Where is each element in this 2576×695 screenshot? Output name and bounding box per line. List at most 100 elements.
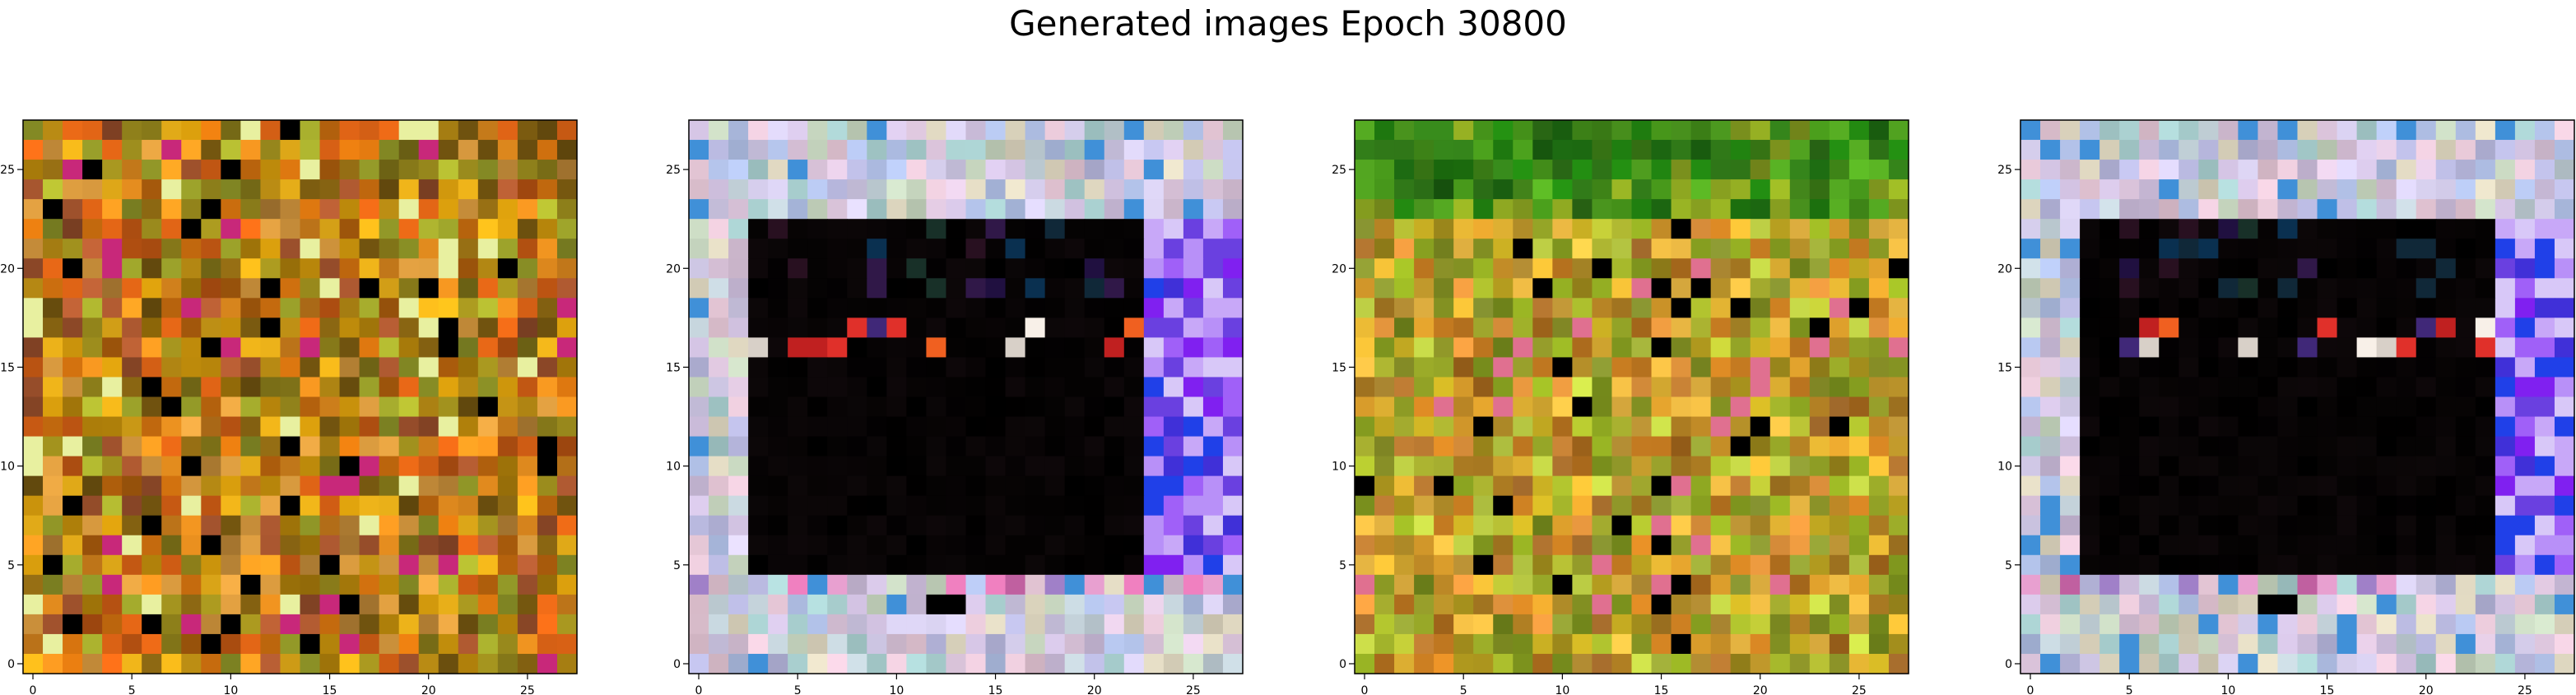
pixel-cell [1064, 495, 1086, 517]
pixel-cell [689, 456, 709, 477]
pixel-cell [418, 160, 439, 180]
pixel-cell [1104, 495, 1125, 517]
pixel-cell [748, 436, 769, 457]
pixel-cell [2376, 554, 2397, 576]
pixel-cell [1473, 199, 1494, 220]
pixel-cell [946, 298, 967, 318]
pixel-cell [63, 396, 83, 418]
pixel-cell [2020, 495, 2041, 517]
pixel-cell [319, 179, 341, 200]
pixel-cell [2060, 633, 2081, 655]
pixel-cell [886, 120, 907, 141]
pixel-cell [1064, 653, 1086, 674]
pixel-cell [2455, 594, 2476, 615]
pixel-cell [142, 614, 162, 635]
pixel-cell [1143, 475, 1165, 497]
pixel-cell [1084, 535, 1105, 556]
pixel-cell [2198, 614, 2219, 635]
pixel-cell [497, 653, 518, 674]
pixel-cell [359, 179, 380, 200]
pixel-cell [2060, 554, 2081, 576]
pixel-cell [517, 179, 538, 200]
pixel-cell [161, 377, 182, 398]
pixel-cell [1064, 278, 1086, 299]
pixel-cell [1202, 337, 1224, 359]
pixel-cell [2238, 594, 2259, 615]
pixel-cell [418, 416, 439, 438]
pixel-cell [1789, 535, 1811, 556]
pixel-cell [1064, 357, 1086, 378]
pixel-cell [280, 317, 301, 338]
pixel-cell [142, 219, 162, 239]
pixel-cell [2475, 456, 2496, 477]
pixel-cell [807, 219, 828, 239]
pixel-cell [1868, 396, 1890, 418]
pixel-cell [2514, 160, 2536, 180]
pixel-cell [867, 554, 887, 576]
pixel-cell [23, 456, 44, 477]
pixel-cell [2159, 179, 2179, 200]
pixel-cell [847, 495, 867, 517]
pixel-cell [2099, 140, 2120, 160]
pixel-cell [1789, 278, 1811, 299]
pixel-cell [63, 633, 83, 655]
pixel-cell [556, 535, 578, 556]
pixel-cell [300, 258, 321, 279]
pixel-cell [221, 317, 241, 338]
pixel-cell [1651, 456, 1672, 477]
pixel-cell [1453, 574, 1474, 595]
pixel-cell [1123, 416, 1145, 438]
pixel-cell [260, 179, 281, 200]
pixel-cell [458, 535, 479, 556]
pixel-cell [2455, 653, 2476, 674]
pixel-cell [1671, 475, 1692, 497]
pixel-cell [300, 653, 321, 674]
pixel-cell [1592, 456, 1613, 477]
pixel-cell [1453, 475, 1474, 497]
pixel-cell [102, 179, 123, 200]
x-tick-label: 15 [2320, 684, 2335, 695]
pixel-cell [1355, 594, 1375, 615]
pixel-cell [2455, 357, 2476, 378]
pixel-cell [1044, 653, 1066, 674]
pixel-cell [2435, 475, 2457, 497]
pixel-cell [23, 614, 44, 635]
pixel-cell [1453, 554, 1474, 576]
pixel-cell [2060, 298, 2081, 318]
pixel-cell [359, 160, 380, 180]
pixel-cell [1453, 436, 1474, 457]
pixel-cell [2080, 554, 2100, 576]
pixel-cell [556, 396, 578, 418]
pixel-cell [1552, 475, 1573, 497]
pixel-cell [1809, 140, 1830, 160]
pixel-cell [2475, 140, 2496, 160]
pixel-cell [2554, 278, 2575, 299]
pixel-cell [1868, 239, 1890, 259]
pixel-cell [2119, 298, 2140, 318]
pixel-cell [300, 298, 321, 318]
pixel-cell [23, 337, 44, 359]
pixel-cell [847, 140, 867, 160]
pixel-cell [359, 475, 380, 497]
pixel-cell [1513, 475, 1533, 497]
pixel-cell [1394, 219, 1415, 239]
pixel-cell [1473, 416, 1494, 438]
pixel-cell [689, 475, 709, 497]
pixel-cell [1473, 317, 1494, 338]
pixel-cell [82, 219, 103, 239]
pixel-cell [1848, 594, 1870, 615]
pixel-cell [1572, 554, 1593, 576]
pixel-cell [946, 278, 967, 299]
pixel-cell [1084, 515, 1105, 536]
pixel-cell [2297, 357, 2318, 378]
pixel-cell [1222, 239, 1244, 259]
pixel-cell [300, 219, 321, 239]
pixel-cell [280, 140, 301, 160]
pixel-cell [1084, 199, 1105, 220]
pixel-cell [847, 416, 867, 438]
pixel-cell [1651, 495, 1672, 517]
pixel-cell [240, 594, 262, 615]
pixel-cell [1005, 495, 1026, 517]
pixel-cell [2495, 614, 2516, 635]
pixel-cell [1690, 515, 1712, 536]
